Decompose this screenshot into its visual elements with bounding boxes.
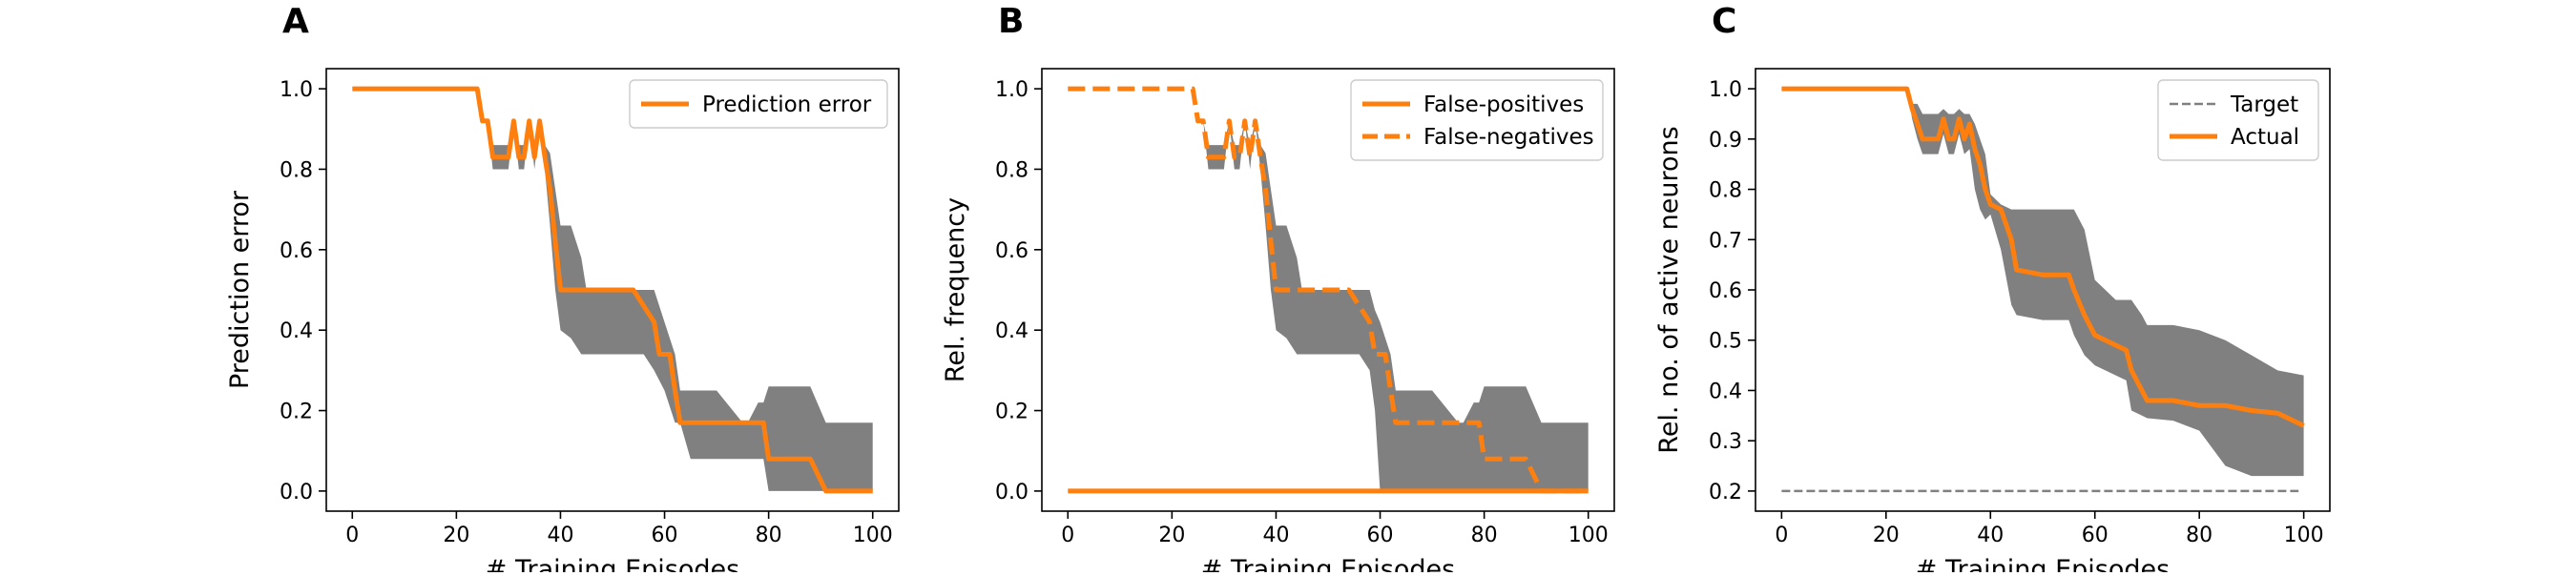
legend: Prediction error	[629, 79, 888, 129]
chart-panel-a: 0 20 40 60 80 100 0.0 0.2 0.4 0.6 0.8 1.0 # Training…	[225, 2, 900, 576]
y-tick-label: 0.4	[280, 319, 313, 343]
y-tick-label: 0.9	[1709, 129, 1742, 153]
series-line-0	[352, 86, 873, 494]
legend: False-positives False-negatives	[1350, 79, 1604, 161]
y-tick-label: 0.8	[1709, 179, 1742, 203]
legend-entry: Actual	[2231, 125, 2299, 150]
x-tick-label: 100	[1568, 524, 1609, 547]
legend: Target Actual	[2157, 79, 2319, 161]
x-tick-label: 80	[2186, 524, 2212, 547]
chart-panel-c: 0 20 40 60 80 100 0.2 0.3 0.4 0.5 0.6 0.7 0.8 0.9 1.0 #…	[1654, 2, 2331, 576]
y-tick-label: 0.8	[280, 158, 313, 182]
series-line-1	[1781, 86, 2305, 428]
x-tick-label: 60	[2082, 524, 2109, 547]
x-tick-label: 60	[652, 524, 678, 547]
x-tick-label: 0	[1061, 524, 1074, 547]
panel-label: C	[1712, 2, 1736, 41]
x-tick-label: 40	[547, 524, 573, 547]
legend-entry: False-positives	[1423, 93, 1584, 117]
legend-box	[1350, 79, 1604, 161]
x-tick-label: 0	[1775, 524, 1788, 547]
legend-entry: Target	[2230, 93, 2298, 117]
chart-panel-b: 0 20 40 60 80 100 0.0 0.2 0.4 0.6 0.8 1.0 # Training…	[941, 2, 1615, 576]
y-tick-label: 0.2	[995, 401, 1028, 424]
y-tick-label: 0.4	[1709, 380, 1742, 403]
x-tick-label: 100	[853, 524, 893, 547]
x-tick-label: 20	[443, 524, 469, 547]
x-tick-label: 20	[1158, 524, 1185, 547]
series-line-1	[1068, 86, 1589, 494]
x-axis-label: # Training Episodes	[1916, 555, 2170, 572]
axes-frame	[1041, 68, 1615, 512]
y-tick-label: 0.7	[1709, 229, 1742, 253]
y-tick-label: 0.6	[995, 239, 1028, 263]
x-tick-label: 40	[1977, 524, 2004, 547]
y-tick-label: 1.0	[995, 78, 1028, 102]
y-tick-label: 0.8	[995, 158, 1028, 182]
x-tick-label: 20	[1873, 524, 1900, 547]
y-axis-label: Prediction error	[225, 190, 255, 389]
x-tick-label: 100	[2284, 524, 2324, 547]
y-tick-label: 1.0	[280, 78, 313, 102]
confidence-band	[1781, 89, 2304, 477]
x-axis-label: # Training Episodes	[486, 555, 739, 572]
y-axis-label: Rel. no. of active neurons	[1654, 126, 1684, 453]
axes-frame	[325, 68, 900, 512]
y-tick-label: 0.4	[995, 319, 1028, 343]
y-tick-label: 0.5	[1709, 330, 1742, 354]
x-tick-label: 0	[345, 524, 359, 547]
y-tick-label: 0.2	[1709, 481, 1742, 504]
y-tick-label: 0.0	[995, 481, 1028, 504]
y-axis-label: Rel. frequency	[941, 197, 970, 382]
panel-label: B	[998, 2, 1024, 41]
x-tick-label: 60	[1367, 524, 1394, 547]
x-axis-label: # Training Episodes	[1201, 555, 1455, 572]
y-tick-label: 1.0	[1709, 78, 1742, 102]
y-tick-label: 0.3	[1709, 430, 1742, 454]
y-tick-label: 0.0	[280, 481, 313, 504]
y-tick-label: 0.6	[1709, 279, 1742, 303]
legend-box	[2157, 79, 2319, 161]
legend-entry: False-negatives	[1423, 125, 1594, 150]
legend-box	[629, 79, 888, 129]
x-tick-label: 80	[756, 524, 782, 547]
x-tick-label: 40	[1262, 524, 1289, 547]
x-tick-label: 80	[1471, 524, 1498, 547]
y-tick-label: 0.6	[280, 239, 313, 263]
legend-entry: Prediction error	[702, 93, 872, 117]
y-tick-label: 0.2	[280, 401, 313, 424]
panel-label: A	[282, 2, 309, 41]
